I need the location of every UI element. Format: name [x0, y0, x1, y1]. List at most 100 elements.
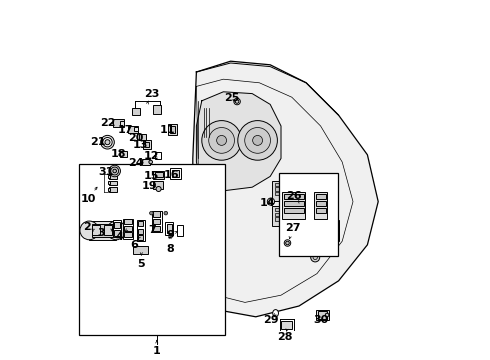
Bar	[172, 170, 179, 177]
Bar	[168, 124, 177, 135]
Text: 20: 20	[128, 132, 144, 143]
Ellipse shape	[149, 211, 153, 215]
Ellipse shape	[103, 138, 112, 147]
Bar	[275, 217, 298, 220]
Bar	[139, 134, 146, 140]
Text: 12: 12	[144, 150, 159, 161]
Bar	[170, 126, 175, 133]
Bar	[155, 152, 161, 159]
Ellipse shape	[245, 127, 270, 153]
Bar	[89, 221, 116, 240]
Text: 21: 21	[90, 137, 105, 147]
Bar	[145, 142, 149, 148]
Polygon shape	[196, 92, 281, 191]
Bar	[138, 235, 143, 240]
Bar	[272, 181, 301, 201]
Bar	[153, 219, 160, 224]
Bar	[318, 311, 327, 319]
Bar	[104, 225, 112, 235]
Bar	[317, 220, 339, 241]
Bar	[124, 219, 132, 224]
Bar	[92, 224, 113, 237]
Bar	[132, 108, 140, 115]
Text: 4: 4	[115, 232, 123, 242]
Bar	[113, 220, 121, 237]
Bar	[142, 159, 150, 165]
Text: 30: 30	[314, 315, 329, 325]
Bar	[281, 321, 292, 329]
Bar	[153, 211, 160, 217]
Text: 17: 17	[118, 125, 133, 135]
Text: 14: 14	[260, 198, 275, 208]
Text: 24: 24	[128, 158, 144, 168]
Bar	[79, 164, 225, 335]
Bar	[138, 221, 143, 226]
Text: 15: 15	[144, 171, 159, 181]
Ellipse shape	[269, 200, 273, 203]
Ellipse shape	[253, 135, 263, 145]
Bar	[120, 151, 126, 157]
Bar	[153, 226, 160, 231]
Bar	[133, 246, 148, 254]
Text: 25: 25	[223, 93, 239, 103]
Bar	[109, 187, 117, 192]
Text: 8: 8	[166, 244, 174, 254]
Text: 29: 29	[263, 315, 279, 325]
Bar	[114, 222, 120, 228]
Ellipse shape	[80, 221, 98, 240]
Bar	[127, 126, 138, 133]
Bar	[108, 181, 110, 184]
Ellipse shape	[238, 121, 277, 160]
Ellipse shape	[109, 165, 121, 177]
Bar	[177, 225, 183, 236]
Ellipse shape	[209, 127, 235, 153]
Bar	[137, 220, 145, 241]
Bar	[138, 229, 143, 234]
Bar	[275, 183, 298, 186]
Bar	[134, 127, 138, 131]
Ellipse shape	[235, 100, 239, 103]
Bar	[124, 232, 132, 237]
Text: 3: 3	[97, 228, 105, 238]
Ellipse shape	[105, 140, 110, 145]
Bar	[275, 192, 298, 195]
Ellipse shape	[149, 160, 152, 164]
Bar	[284, 194, 303, 199]
Text: 6: 6	[130, 240, 138, 250]
Bar	[282, 192, 305, 219]
Ellipse shape	[268, 198, 274, 205]
Bar	[153, 171, 164, 179]
Ellipse shape	[156, 186, 161, 192]
Text: 16: 16	[163, 170, 179, 180]
Bar	[275, 187, 298, 191]
Polygon shape	[193, 61, 378, 317]
Text: 27: 27	[285, 222, 300, 233]
Text: 2: 2	[83, 222, 91, 232]
Bar	[284, 201, 303, 206]
Ellipse shape	[325, 313, 329, 317]
Bar	[152, 211, 162, 232]
Ellipse shape	[273, 310, 278, 317]
Bar	[143, 140, 151, 149]
Ellipse shape	[313, 255, 318, 260]
Text: 31: 31	[98, 167, 114, 177]
Text: 1: 1	[153, 346, 161, 356]
Bar	[171, 168, 181, 179]
Bar	[120, 121, 123, 126]
Ellipse shape	[164, 211, 168, 215]
Ellipse shape	[234, 98, 240, 105]
Bar	[275, 208, 298, 211]
Ellipse shape	[286, 241, 289, 245]
Bar	[92, 225, 100, 235]
Text: 7: 7	[148, 225, 156, 235]
Bar	[123, 219, 133, 239]
Bar	[166, 222, 173, 235]
Ellipse shape	[107, 221, 125, 240]
Bar	[113, 119, 123, 127]
Bar	[109, 181, 117, 185]
Bar	[275, 212, 298, 216]
Bar	[109, 174, 117, 179]
Ellipse shape	[100, 135, 114, 149]
Bar	[316, 194, 326, 199]
Text: 22: 22	[100, 118, 115, 128]
